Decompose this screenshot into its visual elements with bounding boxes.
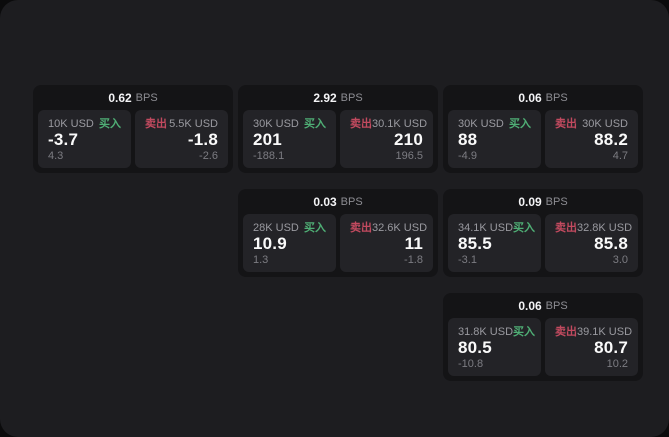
bps-header: 2.92 BPS	[238, 85, 438, 110]
quote-card: 2.92 BPS 30K USD 买入 201 -188.1 卖出 30.1K …	[238, 85, 438, 173]
sell-amount: 30K USD	[582, 118, 628, 130]
bps-header: 0.03 BPS	[238, 189, 438, 214]
sell-delta: -2.6	[199, 150, 218, 162]
buy-panel[interactable]: 28K USD 买入 10.9 1.3	[243, 214, 336, 272]
sell-label[interactable]: 卖出	[555, 222, 577, 234]
bps-unit: BPS	[545, 91, 568, 104]
bps-value: 2.92	[313, 90, 337, 105]
sell-delta: 10.2	[606, 358, 628, 370]
buy-price: 10.9	[253, 234, 287, 253]
sell-amount: 32.8K USD	[577, 222, 633, 234]
sell-panel[interactable]: 卖出 32.8K USD 85.8 3.0	[545, 214, 638, 272]
buy-label[interactable]: 买入	[99, 118, 121, 130]
bps-unit: BPS	[340, 91, 363, 104]
buy-amount: 28K USD	[253, 222, 299, 234]
sell-delta: 4.7	[612, 150, 628, 162]
buy-amount: 34.1K USD	[458, 222, 514, 234]
sell-price: 80.7	[594, 338, 628, 357]
sell-panel[interactable]: 卖出 32.6K USD 11 -1.8	[340, 214, 433, 272]
sell-delta: -1.8	[404, 254, 423, 266]
sell-label[interactable]: 卖出	[350, 222, 372, 234]
sell-amount: 30.1K USD	[372, 118, 428, 130]
bps-header: 0.06 BPS	[443, 85, 643, 110]
quote-panels: 30K USD 买入 88 -4.9 卖出 30K USD 88.2 4.7	[443, 110, 643, 173]
quote-card: 0.06 BPS 31.8K USD 买入 80.5 -10.8 卖出 39.1…	[443, 293, 643, 381]
sell-label[interactable]: 卖出	[350, 118, 372, 130]
bps-unit: BPS	[545, 195, 568, 208]
buy-panel[interactable]: 30K USD 买入 201 -188.1	[243, 110, 336, 168]
bps-unit: BPS	[545, 299, 568, 312]
bps-header: 0.62 BPS	[33, 85, 233, 110]
sell-label[interactable]: 卖出	[555, 326, 577, 338]
buy-label[interactable]: 买入	[513, 222, 536, 234]
buy-delta: -4.9	[458, 150, 477, 162]
bps-value: 0.62	[108, 90, 132, 105]
buy-amount: 10K USD	[48, 118, 94, 130]
sell-price: -1.8	[187, 130, 218, 149]
buy-delta: -188.1	[253, 150, 285, 162]
sell-panel[interactable]: 卖出 39.1K USD 80.7 10.2	[545, 318, 638, 376]
buy-delta: -10.8	[458, 358, 484, 370]
buy-panel[interactable]: 30K USD 买入 88 -4.9	[448, 110, 541, 168]
buy-delta: 4.3	[48, 150, 64, 162]
bps-value: 0.03	[313, 194, 337, 209]
sell-price: 85.8	[594, 234, 628, 253]
quote-card-grid: 0.62 BPS 10K USD 买入 -3.7 4.3 卖出 5.5K USD	[33, 85, 643, 381]
sell-panel[interactable]: 卖出 30K USD 88.2 4.7	[545, 110, 638, 168]
buy-label[interactable]: 买入	[513, 326, 536, 338]
sell-label[interactable]: 卖出	[555, 118, 577, 130]
quote-panels: 10K USD 买入 -3.7 4.3 卖出 5.5K USD -1.8 -2.…	[33, 110, 233, 173]
buy-label[interactable]: 买入	[304, 118, 326, 130]
bps-value: 0.06	[518, 90, 542, 105]
buy-panel[interactable]: 34.1K USD 买入 85.5 -3.1	[448, 214, 541, 272]
buy-price: 80.5	[458, 338, 492, 357]
buy-amount: 30K USD	[458, 118, 504, 130]
sell-amount: 39.1K USD	[577, 326, 633, 338]
quote-panels: 34.1K USD 买入 85.5 -3.1 卖出 32.8K USD 85.8…	[443, 214, 643, 277]
sell-panel[interactable]: 卖出 30.1K USD 210 196.5	[340, 110, 433, 168]
quote-card: 0.06 BPS 30K USD 买入 88 -4.9 卖出 30K USD	[443, 85, 643, 173]
bps-unit: BPS	[340, 195, 363, 208]
sell-price: 11	[404, 234, 423, 253]
quote-panels: 30K USD 买入 201 -188.1 卖出 30.1K USD 210 1…	[238, 110, 438, 173]
buy-amount: 31.8K USD	[458, 326, 514, 338]
sell-delta: 3.0	[612, 254, 628, 266]
sell-price: 88.2	[594, 130, 628, 149]
bps-unit: BPS	[135, 91, 158, 104]
buy-panel[interactable]: 31.8K USD 买入 80.5 -10.8	[448, 318, 541, 376]
quote-panels: 28K USD 买入 10.9 1.3 卖出 32.6K USD 11 -1.8	[238, 214, 438, 277]
quote-card: 0.09 BPS 34.1K USD 买入 85.5 -3.1 卖出 32.8K…	[443, 189, 643, 277]
sell-delta: 196.5	[395, 150, 423, 162]
buy-price: 88	[458, 130, 478, 149]
sell-label[interactable]: 卖出	[145, 118, 167, 130]
sell-panel[interactable]: 卖出 5.5K USD -1.8 -2.6	[135, 110, 228, 168]
buy-price: 201	[253, 130, 282, 149]
sell-price: 210	[394, 130, 423, 149]
sell-amount: 5.5K USD	[169, 118, 218, 130]
quote-card: 0.62 BPS 10K USD 买入 -3.7 4.3 卖出 5.5K USD	[33, 85, 233, 173]
buy-panel[interactable]: 10K USD 买入 -3.7 4.3	[38, 110, 131, 168]
buy-label[interactable]: 买入	[304, 222, 326, 234]
bps-value: 0.09	[518, 194, 542, 209]
buy-amount: 30K USD	[253, 118, 299, 130]
buy-label[interactable]: 买入	[509, 118, 531, 130]
buy-price: 85.5	[458, 234, 492, 253]
buy-delta: 1.3	[253, 254, 269, 266]
buy-price: -3.7	[48, 130, 79, 149]
sell-amount: 32.6K USD	[372, 222, 428, 234]
bps-header: 0.09 BPS	[443, 189, 643, 214]
quote-card: 0.03 BPS 28K USD 买入 10.9 1.3 卖出 32.6K US…	[238, 189, 438, 277]
bps-value: 0.06	[518, 298, 542, 313]
buy-delta: -3.1	[458, 254, 477, 266]
bps-header: 0.06 BPS	[443, 293, 643, 318]
quote-panels: 31.8K USD 买入 80.5 -10.8 卖出 39.1K USD 80.…	[443, 318, 643, 381]
